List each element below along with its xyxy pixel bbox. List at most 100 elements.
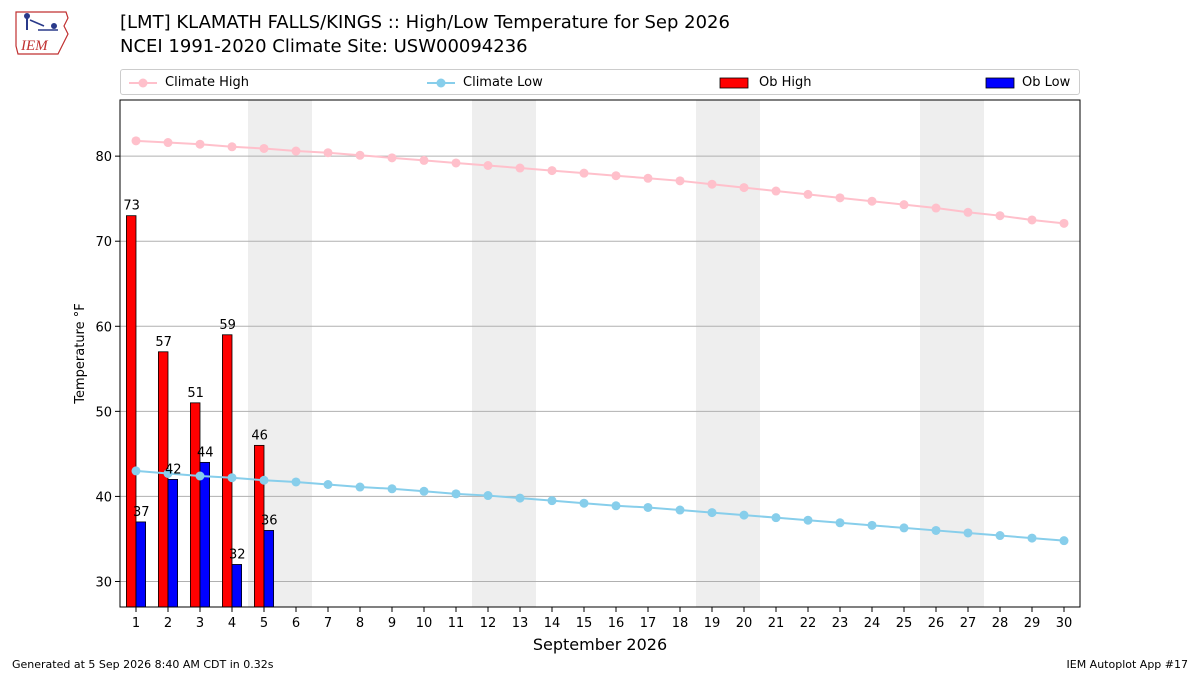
legend-label: Climate High bbox=[165, 75, 250, 90]
x-tick-label: 14 bbox=[544, 616, 561, 631]
climate-high-point bbox=[387, 153, 397, 163]
x-tick-label: 1 bbox=[132, 616, 140, 631]
data-label: 37 bbox=[133, 505, 150, 520]
climate-high-point bbox=[259, 143, 269, 153]
x-tick-label: 20 bbox=[736, 616, 753, 631]
ob-low-bar bbox=[167, 478, 179, 608]
x-tick-label: 13 bbox=[512, 616, 529, 631]
ob-high-bar bbox=[126, 215, 137, 608]
x-tick-label: 12 bbox=[480, 616, 497, 631]
climate-high-point bbox=[419, 155, 429, 165]
x-tick-label: 5 bbox=[260, 616, 268, 631]
climate-low-point bbox=[1027, 533, 1037, 543]
climate-high-point bbox=[483, 161, 493, 171]
data-label: 59 bbox=[219, 318, 236, 333]
x-tick-label: 22 bbox=[800, 616, 817, 631]
climate-high-point bbox=[227, 142, 237, 152]
climate-high-point bbox=[963, 207, 973, 217]
climate-low-point bbox=[867, 520, 877, 530]
climate-high-point bbox=[131, 136, 141, 146]
y-tick-label: 30 bbox=[95, 575, 112, 590]
climate-high-point bbox=[195, 139, 205, 149]
climate-low-point bbox=[771, 513, 781, 523]
y-axis-label: Temperature °F bbox=[73, 303, 88, 404]
x-tick-label: 11 bbox=[448, 616, 465, 631]
y-tick-label: 60 bbox=[95, 320, 112, 335]
x-tick-label: 29 bbox=[1024, 616, 1041, 631]
climate-high-point bbox=[579, 168, 589, 178]
ob-low-bar bbox=[199, 461, 211, 608]
climate-low-point bbox=[387, 484, 397, 494]
weekend-shade bbox=[472, 100, 536, 607]
climate-high-point bbox=[1027, 215, 1037, 225]
x-tick-label: 25 bbox=[896, 616, 913, 631]
data-label: 73 bbox=[123, 199, 140, 214]
x-tick-label: 28 bbox=[992, 616, 1009, 631]
legend-label: Climate Low bbox=[463, 75, 543, 90]
logo-text: IEM bbox=[20, 38, 49, 54]
climate-low-point bbox=[579, 498, 589, 508]
x-tick-label: 26 bbox=[928, 616, 945, 631]
climate-low-point bbox=[323, 480, 333, 490]
climate-high-point bbox=[291, 146, 301, 156]
climate-high-point bbox=[643, 173, 653, 183]
legend-bar-swatch-icon bbox=[719, 77, 749, 89]
x-tick-label: 3 bbox=[196, 616, 204, 631]
x-tick-label: 27 bbox=[960, 616, 977, 631]
climate-low-point bbox=[899, 523, 909, 533]
weekend-shade bbox=[920, 100, 984, 607]
weekend-shade bbox=[696, 100, 760, 607]
climate-high-line bbox=[135, 139, 1065, 225]
climate-high-point bbox=[323, 148, 333, 158]
ob-low-bar bbox=[263, 530, 275, 608]
ob-high-bar bbox=[221, 334, 233, 608]
x-tick-label: 15 bbox=[576, 616, 593, 631]
climate-low-point bbox=[291, 477, 301, 487]
climate-high-point bbox=[547, 166, 557, 176]
x-tick-label: 24 bbox=[864, 616, 881, 631]
climate-high-point bbox=[707, 179, 717, 189]
climate-low-line bbox=[135, 469, 1065, 542]
data-label: 42 bbox=[165, 462, 182, 477]
legend: Climate High Climate Low Ob High Ob Low bbox=[120, 69, 1080, 95]
data-label: 51 bbox=[187, 386, 204, 401]
climate-low-point bbox=[835, 518, 845, 528]
climate-low-point bbox=[515, 493, 525, 503]
climate-low-point bbox=[227, 473, 237, 483]
climate-high-point bbox=[739, 183, 749, 193]
x-tick-label: 10 bbox=[416, 616, 433, 631]
climate-high-point bbox=[931, 203, 941, 213]
x-tick-label: 23 bbox=[832, 616, 849, 631]
ob-high-bar bbox=[157, 351, 169, 608]
x-tick-label: 30 bbox=[1056, 616, 1073, 631]
climate-low-point bbox=[419, 486, 429, 496]
x-tick-label: 6 bbox=[292, 616, 300, 631]
climate-low-point bbox=[451, 489, 461, 499]
data-label: 44 bbox=[197, 445, 214, 460]
data-label: 32 bbox=[229, 547, 246, 562]
x-tick-label: 9 bbox=[388, 616, 396, 631]
climate-high-point bbox=[995, 211, 1005, 221]
legend-line-marker-icon bbox=[427, 78, 455, 88]
climate-low-point bbox=[995, 531, 1005, 541]
climate-high-point bbox=[835, 193, 845, 203]
climate-high-point bbox=[355, 150, 365, 160]
x-tick-label: 19 bbox=[704, 616, 721, 631]
app-label: IEM Autoplot App #17 bbox=[1066, 658, 1189, 671]
climate-high-point bbox=[867, 196, 877, 206]
climate-high-point bbox=[611, 171, 621, 181]
climate-low-point bbox=[931, 525, 941, 535]
x-tick-label: 18 bbox=[672, 616, 689, 631]
ob-low-bar bbox=[135, 521, 147, 608]
legend-bar-swatch-icon bbox=[985, 77, 1015, 89]
x-tick-label: 16 bbox=[608, 616, 625, 631]
climate-low-point bbox=[963, 528, 973, 538]
climate-high-point bbox=[515, 163, 525, 173]
data-label: 46 bbox=[251, 428, 268, 443]
legend-line-marker-icon bbox=[129, 78, 157, 88]
x-tick-label: 4 bbox=[228, 616, 236, 631]
y-tick-label: 80 bbox=[95, 150, 112, 165]
climate-high-point bbox=[1059, 218, 1069, 228]
climate-low-point bbox=[547, 496, 557, 506]
